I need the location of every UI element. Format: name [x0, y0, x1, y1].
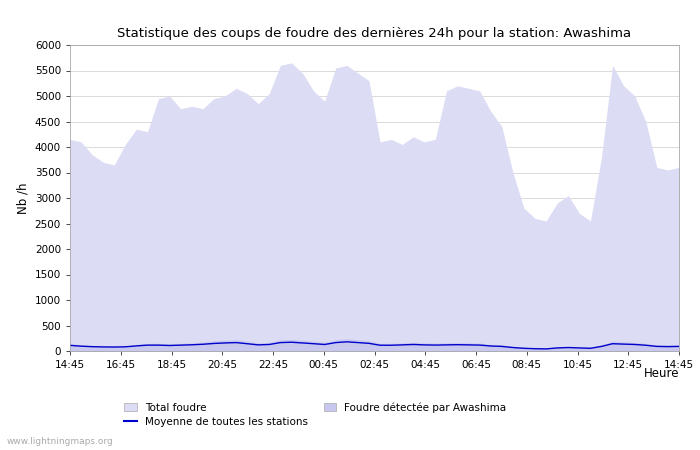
Text: Heure: Heure: [643, 367, 679, 380]
Title: Statistique des coups de foudre des dernières 24h pour la station: Awashima: Statistique des coups de foudre des dern…: [118, 27, 631, 40]
Legend: Total foudre, Moyenne de toutes les stations, Foudre détectée par Awashima: Total foudre, Moyenne de toutes les stat…: [124, 402, 507, 427]
Text: www.lightningmaps.org: www.lightningmaps.org: [7, 436, 113, 446]
Y-axis label: Nb /h: Nb /h: [16, 182, 29, 214]
